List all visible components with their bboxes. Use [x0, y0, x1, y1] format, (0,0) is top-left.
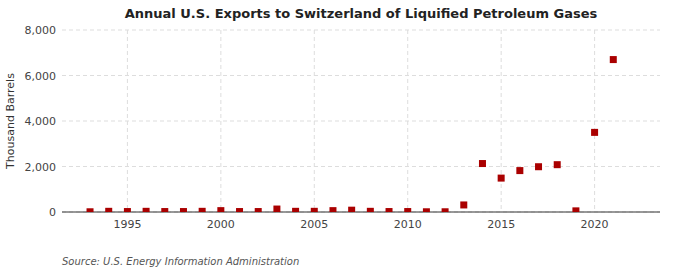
point: [143, 208, 150, 212]
point: [442, 208, 449, 212]
x-grid-line: [314, 30, 315, 212]
point: [311, 208, 318, 212]
point: [591, 129, 598, 136]
y-grid-line: [62, 121, 660, 122]
x-tick-label: 2000: [207, 218, 235, 231]
y-axis-label: Thousand Barrels: [4, 73, 17, 170]
point: [554, 161, 561, 168]
y-grid-line: [62, 212, 660, 213]
x-grid-line: [594, 30, 595, 212]
point: [498, 175, 505, 182]
x-grid-line: [127, 30, 128, 212]
annotation: Source: U.S. Energy Information Administ…: [62, 256, 299, 267]
y-grid-line: [62, 75, 660, 76]
x-grid-line: [220, 30, 221, 212]
point: [199, 208, 206, 212]
point: [404, 208, 411, 212]
point: [124, 208, 131, 212]
y-tick-label: 0: [49, 206, 56, 219]
point: [610, 56, 617, 63]
x-tick-label: 2015: [487, 218, 515, 231]
point: [180, 208, 187, 212]
point: [255, 208, 262, 212]
x-grid-line: [501, 30, 502, 212]
chart-svg: Annual U.S. Exports to Switzerland of Li…: [0, 0, 675, 275]
point: [292, 208, 299, 212]
point: [423, 208, 430, 212]
background: [0, 0, 675, 275]
point: [479, 160, 486, 167]
x-axis-line: [62, 212, 660, 213]
point: [217, 207, 224, 212]
point: [460, 201, 467, 208]
point: [367, 208, 374, 212]
title: Annual U.S. Exports to Switzerland of Li…: [125, 6, 598, 21]
point: [105, 208, 112, 212]
point: [236, 208, 243, 212]
grid: [62, 30, 660, 212]
x-tick-label: 2020: [581, 218, 609, 231]
x-tick-label: 2010: [394, 218, 422, 231]
point: [273, 206, 280, 212]
y-tick-label: 4,000: [25, 115, 57, 128]
y-tick-label: 6,000: [25, 70, 57, 83]
point: [329, 207, 336, 212]
point: [535, 163, 542, 170]
y-grid-line: [62, 166, 660, 167]
x-grid-line: [407, 30, 408, 212]
x-tick-label: 1995: [113, 218, 141, 231]
point: [516, 167, 523, 174]
point: [87, 208, 94, 212]
point: [161, 208, 168, 212]
y-tick-label: 2,000: [25, 161, 57, 174]
y-tick-label: 8,000: [25, 24, 57, 37]
x-tick-label: 2005: [300, 218, 328, 231]
point: [572, 207, 579, 212]
y-grid-line: [62, 30, 660, 31]
point: [386, 208, 393, 212]
points: [87, 56, 617, 212]
point: [348, 207, 355, 212]
chart-container: Annual U.S. Exports to Switzerland of Li…: [0, 0, 675, 275]
